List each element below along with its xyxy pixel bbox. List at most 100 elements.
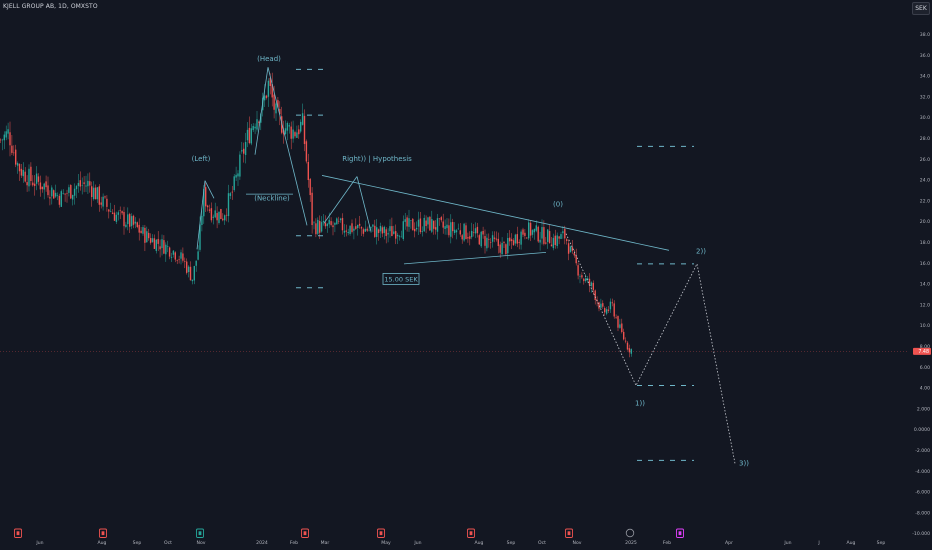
candle-body (37, 176, 40, 182)
wave-label: 3)) (739, 460, 749, 468)
candle-body (148, 232, 150, 239)
trendline[interactable] (323, 176, 358, 224)
candle-body (541, 227, 543, 239)
candle-body (199, 224, 201, 250)
trendline[interactable] (267, 67, 308, 226)
candle-body (490, 241, 492, 243)
candle-body (471, 230, 473, 238)
candle-body (558, 236, 560, 239)
candle-body (140, 230, 142, 233)
candle-body (586, 278, 589, 280)
y-tick-label: -10.000 (912, 531, 930, 537)
earnings-event-icon[interactable] (377, 528, 385, 538)
candle-body (577, 265, 579, 276)
candle-body (66, 193, 68, 194)
candle-body (144, 227, 146, 243)
candle-body (550, 244, 553, 247)
candle-body (628, 348, 631, 353)
trendline[interactable] (204, 180, 215, 199)
earnings-event-icon[interactable] (99, 528, 107, 538)
earnings-event-icon[interactable] (14, 528, 22, 538)
candle-body (149, 238, 152, 243)
candle-body (626, 342, 629, 350)
candle-body (34, 183, 36, 186)
currency-button[interactable]: SEK (912, 2, 930, 15)
candle-body (465, 225, 467, 239)
candle-body (338, 220, 340, 222)
candle-body (366, 228, 368, 231)
candle-body (560, 234, 562, 239)
candle-body (461, 235, 463, 240)
candle-body (104, 196, 106, 198)
candle-body (317, 219, 319, 234)
candle-body (231, 191, 233, 193)
candle-body (617, 316, 619, 328)
candle-body (412, 218, 414, 231)
trendline[interactable] (356, 176, 372, 232)
candle-body (212, 216, 214, 218)
candle-body (364, 228, 366, 232)
candle-body (222, 218, 224, 221)
candle-body (7, 129, 9, 134)
candle-body (54, 192, 57, 197)
y-tick-label: -4.000 (915, 469, 930, 475)
candle-body (484, 236, 486, 246)
candle-body (161, 239, 163, 249)
candle-body (138, 224, 140, 233)
candle-body (455, 230, 458, 233)
candle-body (478, 235, 480, 245)
trendline[interactable] (254, 67, 269, 155)
trendline[interactable] (321, 175, 670, 251)
y-tick-label: 36.0 (920, 53, 930, 59)
candle-body (358, 223, 361, 226)
wave-label: (Left) (192, 155, 211, 163)
earnings-event-icon[interactable] (676, 528, 684, 538)
candle-body (442, 221, 444, 228)
candle-body (446, 224, 448, 229)
wave-label: Right)) | Hypothesis (342, 155, 412, 163)
candle-body (132, 215, 135, 225)
earnings-event-icon[interactable] (565, 528, 573, 538)
price-box[interactable] (382, 273, 420, 285)
calendar-event-icon[interactable] (625, 528, 635, 538)
candle-body (155, 239, 157, 251)
event-icon-mark (16, 531, 20, 536)
candle-body (355, 226, 357, 229)
candle-body (562, 231, 564, 234)
candle-body (233, 176, 235, 191)
candle-body (301, 113, 304, 125)
y-tick-label: 16.0 (920, 261, 930, 267)
candle-body (410, 220, 412, 221)
candle-body (514, 234, 517, 244)
x-tick-label: Jun (413, 540, 421, 546)
current-price-label: 7.48 (918, 349, 929, 355)
trendline[interactable] (403, 252, 547, 265)
candle-body (35, 173, 38, 184)
candle-body (520, 231, 522, 245)
split-event-icon[interactable] (196, 528, 204, 538)
candle-body (467, 237, 469, 239)
wave-projection[interactable] (565, 233, 736, 464)
earnings-event-icon[interactable] (301, 528, 309, 538)
x-tick-label: Oct (538, 540, 546, 546)
x-tick-label: Feb (663, 540, 671, 546)
candle-body (91, 186, 93, 198)
earnings-event-icon[interactable] (467, 528, 475, 538)
y-tick-label: 32.0 (920, 94, 930, 100)
candle-body (191, 279, 194, 282)
candle-body (195, 260, 197, 266)
candle-body (556, 235, 558, 246)
candle-body (387, 233, 389, 235)
candle-body (307, 161, 309, 181)
candle-body (611, 302, 613, 304)
candle-body (463, 223, 465, 241)
candle-body (303, 115, 306, 144)
candle-body (415, 227, 418, 230)
candle-body (535, 225, 537, 231)
x-tick-label: Mar (321, 540, 330, 546)
trendline[interactable] (196, 180, 206, 250)
candle-body (252, 125, 254, 131)
candle-body (68, 187, 70, 193)
candle-body (13, 152, 15, 154)
